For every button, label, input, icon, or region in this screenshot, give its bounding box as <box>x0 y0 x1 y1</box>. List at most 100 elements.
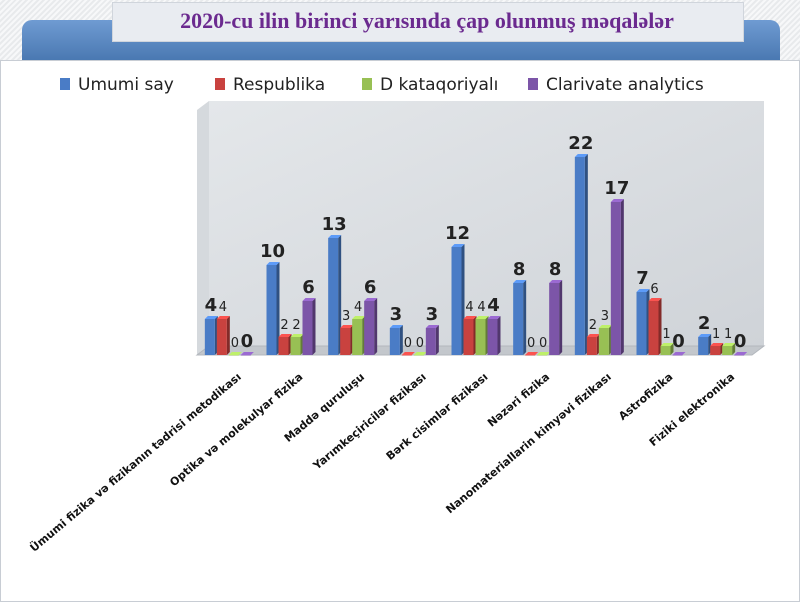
bar-group <box>204 316 218 355</box>
data-label: 4 <box>465 300 473 315</box>
data-label: 22 <box>568 133 593 154</box>
bar-group <box>340 325 354 355</box>
category-label: Optika və molekulyar fizika <box>167 370 305 489</box>
bar-group <box>475 316 489 355</box>
category-label: Yarımkeçiricilər fizikası <box>310 370 429 473</box>
bar <box>340 328 351 355</box>
bar-top <box>549 280 563 283</box>
legend-label: D kataqoriyalı <box>380 75 498 95</box>
bar <box>216 319 227 355</box>
data-label: 2 <box>280 318 288 333</box>
data-label: 6 <box>364 277 377 298</box>
data-label: 6 <box>650 282 658 297</box>
bar-top <box>648 298 662 301</box>
data-label: 13 <box>322 214 347 235</box>
bar <box>352 319 363 355</box>
bar <box>525 355 536 356</box>
bar <box>451 247 462 355</box>
bar-group <box>401 352 415 356</box>
bar-top <box>487 316 501 319</box>
bar-top <box>574 154 588 157</box>
bar-top <box>216 316 230 319</box>
bar-top <box>537 352 551 355</box>
bar-group <box>328 235 342 355</box>
bar <box>722 346 733 355</box>
data-label: 0 <box>539 336 547 351</box>
bar-side <box>523 280 527 355</box>
category-label: Bərk cisimlər fizikası <box>384 370 491 462</box>
legend-swatch <box>60 78 70 90</box>
bar-side <box>226 316 230 355</box>
bar <box>549 283 560 355</box>
data-label: 1 <box>662 327 670 342</box>
bar <box>710 346 721 355</box>
bar-top <box>463 316 477 319</box>
bar-top <box>672 352 686 355</box>
bar-group <box>228 352 242 356</box>
bar <box>463 319 474 355</box>
bar <box>610 202 621 355</box>
bar-top <box>290 334 304 337</box>
bar-side <box>732 343 736 355</box>
data-label: 4 <box>205 295 218 316</box>
bar-top <box>240 352 254 355</box>
bar-group <box>451 244 465 355</box>
bar-group <box>698 334 712 355</box>
bar-group <box>352 316 366 355</box>
bar <box>475 319 486 355</box>
bar-group <box>672 352 686 356</box>
bar-top <box>413 352 427 355</box>
bar <box>513 283 524 355</box>
bar-group <box>722 343 736 355</box>
bar-side <box>276 262 280 355</box>
bar-group <box>574 154 588 355</box>
bar-side <box>559 280 563 355</box>
bar <box>278 337 289 355</box>
bar <box>648 301 659 355</box>
bar <box>290 337 301 355</box>
plot-back-wall <box>209 101 764 346</box>
bar <box>734 355 745 356</box>
bar-top <box>228 352 242 355</box>
bar-group <box>660 343 674 355</box>
data-label: 3 <box>342 309 350 324</box>
bar-group <box>525 352 539 356</box>
bar-group <box>586 334 600 355</box>
bar <box>413 355 424 356</box>
plot-side-wall <box>197 101 209 355</box>
legend-swatch <box>362 78 372 90</box>
bar-group <box>216 316 230 355</box>
bar-top <box>389 325 403 328</box>
bar <box>401 355 412 356</box>
data-label: 4 <box>477 300 485 315</box>
data-label: 0 <box>527 336 535 351</box>
bar-top <box>698 334 712 337</box>
bar-group <box>266 262 280 355</box>
bar-top <box>598 325 612 328</box>
bar-top <box>266 262 280 265</box>
legend: Umumi say Respublika D kataqoriyalı Clariva… <box>60 75 704 95</box>
data-label: 0 <box>734 331 747 352</box>
data-label: 8 <box>549 259 562 280</box>
data-label: 7 <box>636 268 649 289</box>
data-label: 0 <box>416 336 424 351</box>
bar-group <box>290 334 304 355</box>
data-label: 2 <box>589 318 597 333</box>
data-label: 10 <box>260 241 285 262</box>
bar <box>204 319 215 355</box>
data-label: 1 <box>712 327 720 342</box>
data-label: 3 <box>390 304 403 325</box>
bar-top <box>425 325 439 328</box>
bar-top <box>340 325 354 328</box>
bar <box>672 355 683 356</box>
category-label: Nəzəri fizika <box>485 370 552 429</box>
bar-side <box>399 325 403 355</box>
bar-side <box>670 343 674 355</box>
data-label: 6 <box>302 277 315 298</box>
data-label: 12 <box>445 223 470 244</box>
category-label: Ümumi fizika və fizikanın tədrisi metodi… <box>27 370 244 555</box>
legend-label: Clarivate analytics <box>546 75 704 95</box>
bar <box>698 337 709 355</box>
data-label: 8 <box>513 259 526 280</box>
